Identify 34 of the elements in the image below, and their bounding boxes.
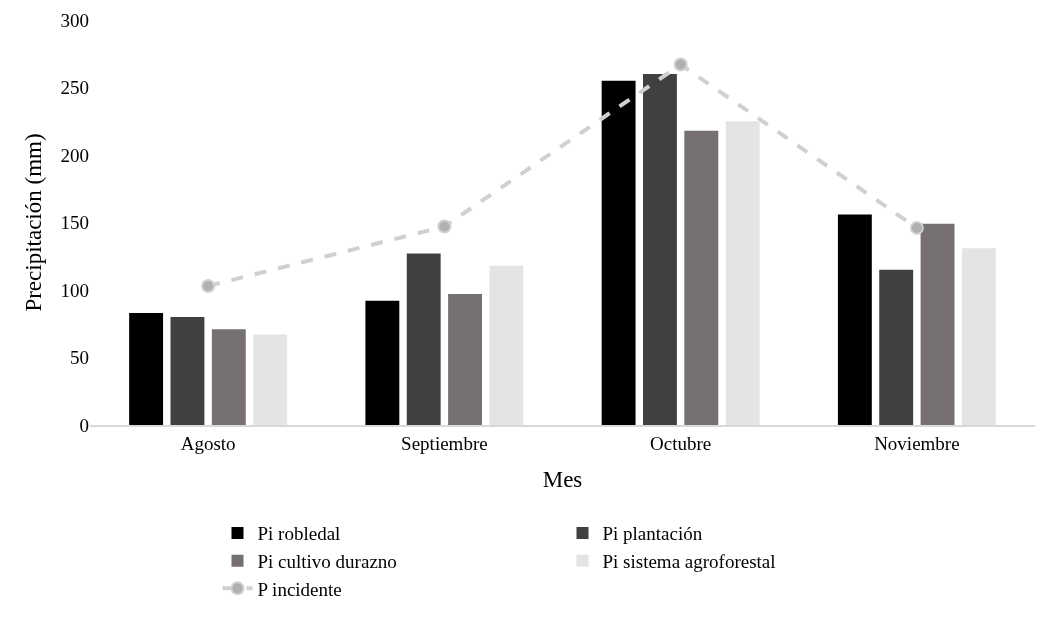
y-tick-label: 100 — [60, 279, 89, 301]
legend-label: Pi plantación — [602, 523, 703, 545]
bar — [643, 74, 677, 425]
bar — [920, 223, 955, 425]
y-tick-label: 150 — [60, 212, 89, 234]
legend-label: P incidente — [257, 578, 342, 600]
point — [673, 57, 688, 72]
bar — [601, 80, 636, 425]
y-tick-label: 200 — [60, 144, 89, 166]
legend-label: Pi cultivo durazno — [257, 551, 397, 573]
y-tick-label: 300 — [60, 9, 89, 31]
bar — [879, 269, 914, 425]
bar — [837, 214, 872, 425]
x-tick-label: Agosto — [180, 432, 236, 454]
bar — [170, 317, 205, 425]
point — [437, 219, 452, 234]
bar — [129, 312, 164, 425]
y-tick-label: 250 — [60, 77, 89, 99]
point — [201, 278, 216, 293]
x-tick-label: Octubre — [650, 432, 712, 454]
y-tick-label: 0 — [79, 414, 89, 436]
legend-label: Pi sistema agroforestal — [602, 551, 776, 573]
y-tick-label: 50 — [70, 347, 89, 369]
x-tick-label: Noviembre — [874, 432, 960, 454]
bar — [365, 300, 400, 425]
bar — [211, 329, 246, 425]
legend-label: Pi robledal — [257, 523, 341, 545]
bar — [684, 130, 719, 425]
bar — [406, 253, 441, 425]
x-axis-title: Mes — [542, 466, 583, 492]
x-tick-label: Septiembre — [401, 432, 488, 454]
point — [909, 220, 924, 235]
y-axis-title: Precipitación (mm) — [20, 133, 46, 312]
bar — [448, 294, 482, 425]
